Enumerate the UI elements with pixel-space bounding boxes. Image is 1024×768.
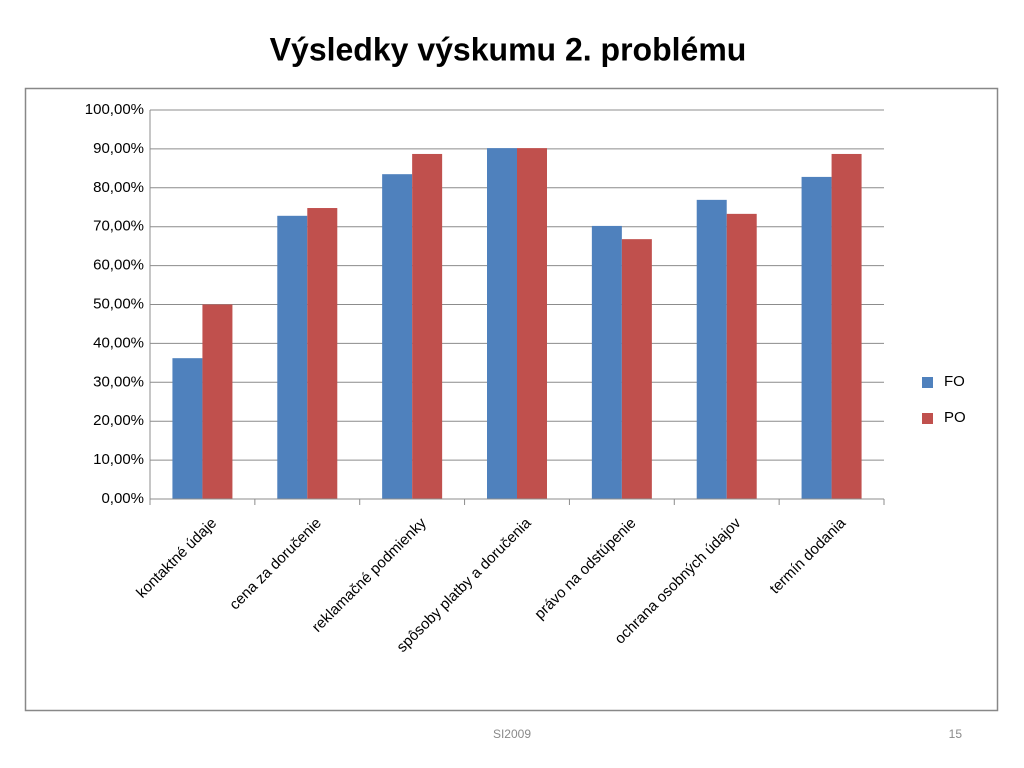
chart-title: Výsledky výskumu 2. problému — [270, 31, 747, 67]
bar — [517, 148, 547, 499]
y-tick-label: 10,00% — [93, 451, 144, 468]
bar — [696, 199, 727, 499]
legend-swatch — [922, 377, 933, 388]
bar — [307, 208, 338, 499]
y-tick-label: 20,00% — [93, 412, 144, 429]
y-tick-label: 40,00% — [93, 334, 144, 351]
bar — [172, 358, 203, 499]
legend-label: FO — [944, 373, 965, 390]
bar — [621, 239, 652, 499]
legend-label: PO — [944, 409, 966, 426]
bar — [382, 174, 413, 499]
bar — [412, 153, 443, 499]
y-tick-label: 70,00% — [93, 218, 144, 235]
page-number: 15 — [949, 727, 963, 741]
y-tick-label: 60,00% — [93, 257, 144, 274]
y-tick-label: 50,00% — [93, 295, 144, 312]
bar — [591, 225, 622, 499]
bar — [801, 176, 832, 499]
y-tick-label: 100,00% — [85, 101, 144, 118]
bar — [487, 148, 517, 499]
footer-text: SI2009 — [493, 727, 531, 741]
bar — [726, 213, 757, 499]
bar — [202, 304, 233, 499]
y-tick-label: 90,00% — [93, 140, 144, 157]
bar — [277, 215, 308, 500]
bar — [831, 153, 862, 499]
y-tick-label: 30,00% — [93, 373, 144, 390]
legend-swatch — [922, 413, 933, 424]
y-tick-label: 0,00% — [101, 490, 144, 507]
y-tick-label: 80,00% — [93, 179, 144, 196]
